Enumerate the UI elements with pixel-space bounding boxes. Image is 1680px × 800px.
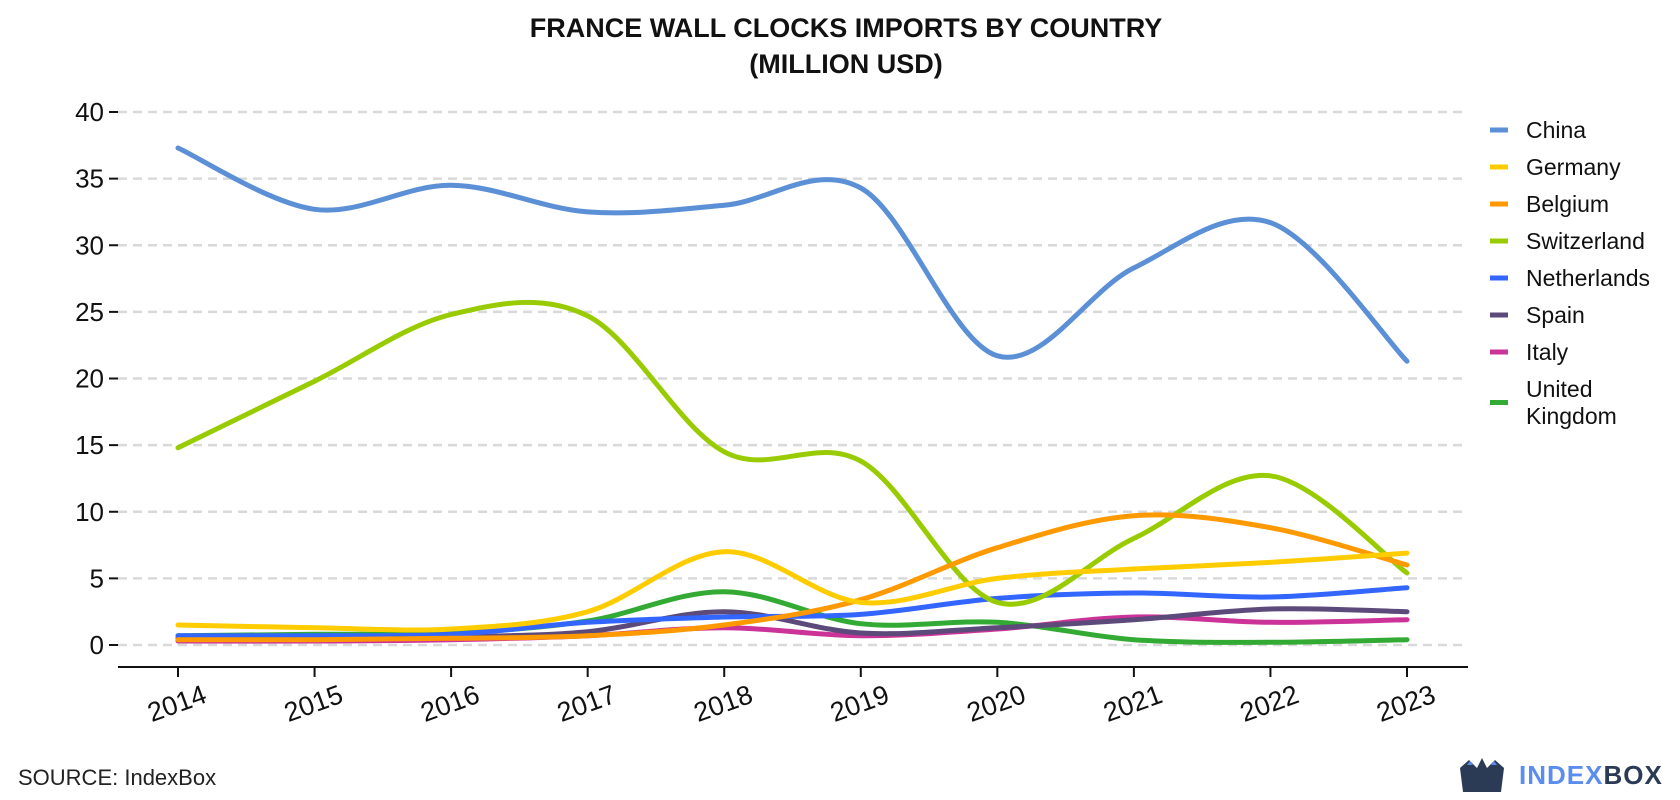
y-tick-label: 15 — [75, 430, 104, 460]
y-tick-label: 35 — [75, 164, 104, 194]
legend-label-united-kingdom: United — [1526, 376, 1592, 402]
y-tick-label: 20 — [75, 364, 104, 394]
x-tick-label: 2020 — [963, 679, 1030, 728]
y-tick-label: 10 — [75, 497, 104, 527]
legend-label-germany: Germany — [1526, 154, 1621, 180]
series-line-belgium — [175, 512, 1410, 643]
series-line-germany — [175, 549, 1410, 633]
x-tick-label: 2018 — [690, 679, 757, 728]
brand-name-part-2: BOX — [1603, 759, 1663, 790]
y-tick-label: 5 — [90, 563, 104, 593]
x-tick-label: 2021 — [1099, 679, 1166, 728]
legend-label-spain: Spain — [1526, 302, 1585, 328]
source-note: SOURCE: IndexBox — [18, 765, 217, 790]
y-tick-label: 0 — [90, 630, 104, 660]
y-tick-label: 30 — [75, 230, 104, 260]
x-tick-label: 2016 — [417, 679, 484, 728]
series-line-china — [175, 145, 1410, 364]
y-tick-label: 25 — [75, 297, 104, 327]
brand-name: INDEXBOX — [1519, 760, 1663, 791]
indexbox-logo-icon — [1460, 758, 1504, 792]
x-tick-label: 2015 — [280, 679, 347, 728]
x-tick-label: 2014 — [144, 679, 211, 728]
x-tick-label: 2022 — [1236, 679, 1303, 728]
legend-label-switzerland: Switzerland — [1526, 228, 1645, 254]
x-tick-label: 2019 — [826, 679, 893, 728]
grid-lines — [118, 110, 1468, 647]
legend-label-united-kingdom: Kingdom — [1526, 403, 1617, 429]
brand-logo: INDEXBOX — [1457, 755, 1663, 795]
legend-label-belgium: Belgium — [1526, 191, 1609, 217]
legend-label-china: China — [1526, 117, 1586, 143]
chart-title-line-2: (MILLION USD) — [749, 49, 943, 79]
x-tick-label: 2017 — [553, 679, 620, 728]
chart-title-line-1: FRANCE WALL CLOCKS IMPORTS BY COUNTRY — [529, 13, 1163, 43]
series-lines — [175, 145, 1410, 645]
series-line-switzerland — [175, 299, 1410, 607]
x-tick-label: 2023 — [1373, 679, 1440, 728]
legend: China Germany Belgium Switzerland Netherland… — [1490, 117, 1650, 429]
brand-name-part-1: INDEX — [1519, 759, 1604, 790]
legend-label-italy: Italy — [1526, 339, 1569, 365]
chart-title: FRANCE WALL CLOCKS IMPORTS BY COUNTRY (M… — [0, 10, 1680, 82]
y-tick-label: 40 — [75, 97, 104, 127]
legend-label-netherlands: Netherlands — [1526, 265, 1650, 291]
